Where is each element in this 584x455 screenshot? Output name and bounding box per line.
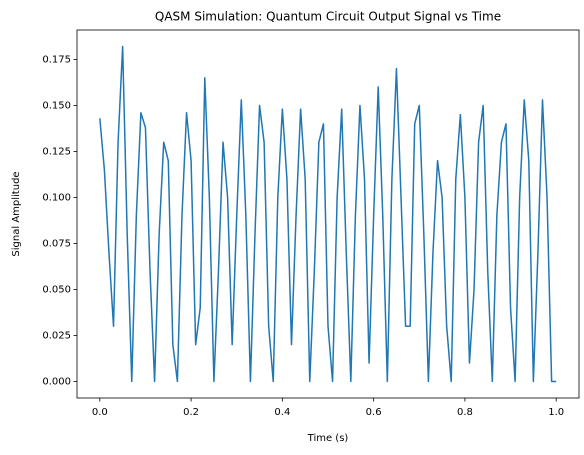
y-tick-label: 0.075	[42, 238, 71, 249]
y-axis-label: Signal Amplitude	[11, 171, 22, 256]
y-tick-label: 0.025	[42, 330, 71, 341]
chart-title: QASM Simulation: Quantum Circuit Output …	[155, 10, 501, 24]
y-tick-label: 0.150	[42, 100, 71, 111]
y-tick-label: 0.000	[42, 376, 71, 387]
plot-frame	[76, 29, 580, 399]
y-tick-label: 0.050	[42, 284, 71, 295]
x-tick-label: 0.2	[183, 407, 199, 418]
y-tick-label: 0.125	[42, 146, 71, 157]
x-tick-label: 1.0	[548, 407, 564, 418]
line-series	[99, 45, 557, 383]
y-tick-label: 0.175	[42, 54, 71, 65]
x-tick-label: 0.4	[274, 407, 290, 418]
x-axis-label: Time (s)	[307, 433, 349, 444]
y-tick-label: 0.100	[42, 192, 71, 203]
x-tick-label: 0.8	[457, 407, 473, 418]
x-tick-label: 0.0	[92, 407, 108, 418]
x-tick-label: 0.6	[366, 407, 382, 418]
